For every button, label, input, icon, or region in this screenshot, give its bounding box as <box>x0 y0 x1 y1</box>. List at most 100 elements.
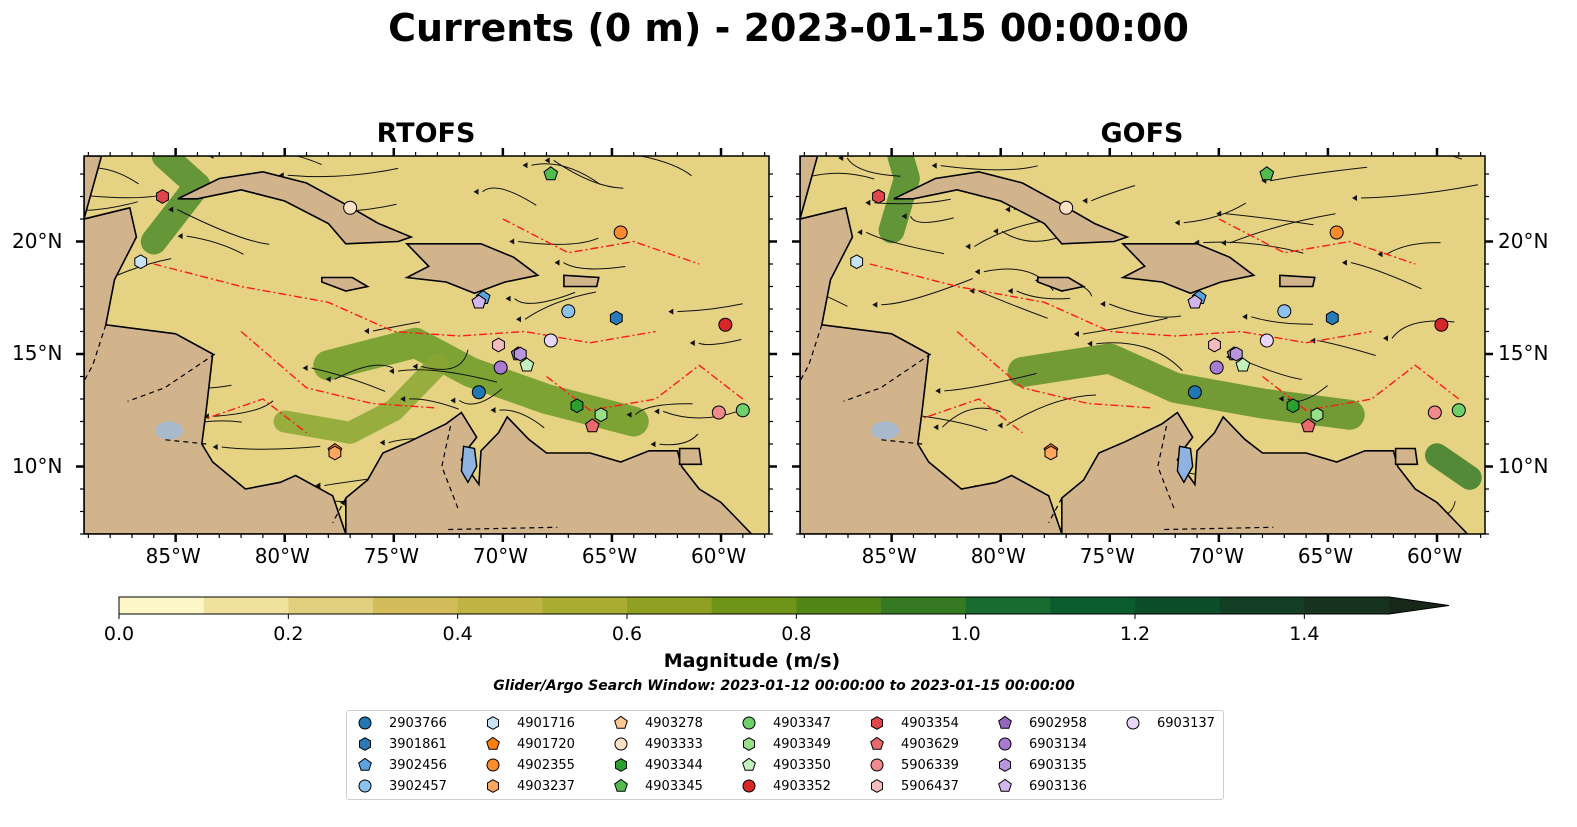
streamline-arrow <box>412 363 418 370</box>
x-tick-label: 80°W <box>970 544 1026 568</box>
streamline <box>1360 184 1478 199</box>
streamline-arrow <box>1352 195 1357 201</box>
streamline-arrow <box>1100 301 1106 307</box>
float-marker-5906437 <box>492 337 505 353</box>
legend-label: 4903333 <box>645 736 703 752</box>
streamline-arrow <box>1033 537 1038 543</box>
streamline-arrow <box>1005 206 1011 213</box>
legend-label: 4903350 <box>773 757 831 773</box>
streamline-arrow <box>12 373 17 379</box>
streamline-arrow <box>379 439 385 446</box>
float-marker-2903766 <box>1187 385 1202 400</box>
float-marker-3901861 <box>609 310 623 326</box>
hexagon-marker-icon <box>487 716 499 730</box>
legend-label: 3901861 <box>389 736 447 752</box>
streamline <box>84 397 89 401</box>
country-border <box>800 324 823 382</box>
legend-item: 4903344 <box>613 757 703 773</box>
current-band <box>140 156 211 255</box>
streamline <box>514 291 576 304</box>
streamline-arrow <box>315 482 321 489</box>
hexagon-marker-icon <box>743 737 755 751</box>
landmass <box>345 411 753 534</box>
float-marker-5906339 <box>1427 405 1442 420</box>
map-panels <box>12 119 1493 543</box>
panel-title-gofs: GOFS <box>1100 118 1184 149</box>
streamline-arrow <box>400 396 406 402</box>
streamline-arrow <box>931 162 937 169</box>
float-marker-4903237 <box>1044 445 1058 461</box>
x-tick-label: 65°W <box>1297 544 1354 568</box>
pentagon-marker-icon <box>742 757 756 771</box>
streamline <box>663 410 739 419</box>
pentagon-marker-icon <box>614 778 628 792</box>
hexagon-marker-icon <box>871 716 883 730</box>
colorbar-segment <box>542 597 628 614</box>
map-panel-gofs <box>792 119 1493 543</box>
legend-item: 4903350 <box>741 757 831 773</box>
country-border <box>1048 497 1063 524</box>
legend-label: 3902457 <box>389 778 447 794</box>
streamline-arrow <box>689 340 695 346</box>
streamline-arrow <box>64 191 69 197</box>
landmass <box>1061 411 1469 534</box>
streamline-arrow <box>364 328 369 334</box>
streamline <box>563 262 626 270</box>
legend-item: 4901720 <box>485 736 575 752</box>
float-marker-4903333 <box>343 200 358 215</box>
legend-item: 4903347 <box>741 715 831 731</box>
landmass <box>404 243 540 295</box>
streamline <box>1386 242 1441 255</box>
colorbar-segment <box>373 597 459 614</box>
legend-item: 6903134 <box>997 736 1087 752</box>
colorbar-segment <box>1304 597 1390 614</box>
streamline-arrow <box>993 228 999 235</box>
lake-nicaragua <box>871 421 900 440</box>
eez-boundary <box>502 218 700 265</box>
streamline-arrow <box>1007 288 1013 294</box>
eez-boundary <box>240 330 438 409</box>
circle-marker-icon <box>870 758 884 772</box>
landmass <box>1120 243 1256 295</box>
float-marker-4903345 <box>543 166 559 181</box>
streamline-arrow <box>650 441 656 448</box>
streamline-arrow <box>1074 331 1079 337</box>
eez-boundary <box>1262 364 1460 412</box>
x-tick-label: 70°W <box>472 544 529 568</box>
streamline-arrow <box>516 316 521 323</box>
streamline <box>409 398 459 410</box>
streamline-arrow <box>389 368 394 375</box>
float-marker-4903344 <box>570 398 584 414</box>
float-marker-6903134 <box>493 360 508 375</box>
streamline <box>212 400 274 417</box>
streamline-arrow <box>933 424 939 431</box>
country-border <box>1164 526 1274 531</box>
lake-nicaragua <box>155 421 184 440</box>
eez-boundary <box>913 398 1023 434</box>
legend-item: 4903333 <box>613 736 703 752</box>
streamline <box>1350 262 1422 290</box>
streamline-arrow <box>1174 219 1180 226</box>
country-border <box>878 438 923 445</box>
streamline <box>874 198 951 205</box>
landmass <box>177 170 414 245</box>
float-marker-4903629 <box>1300 418 1316 433</box>
streamline <box>1251 316 1314 325</box>
colorbar-tick-label: 1.4 <box>1289 623 1320 645</box>
legend-label: 6903135 <box>1029 757 1087 773</box>
y-tick-label: 20°N <box>12 228 63 253</box>
country-border <box>162 438 207 445</box>
country-border <box>1157 425 1176 512</box>
float-marker-4903354 <box>156 189 169 204</box>
float-marker-4902355 <box>1329 225 1344 240</box>
streamline <box>459 388 503 405</box>
streamline-arrow <box>1221 239 1226 246</box>
colorbar-tick-label: 1.0 <box>950 623 981 645</box>
legend-item: 6902958 <box>997 715 1087 731</box>
x-tick-label: 60°W <box>691 544 747 568</box>
streamline-arrow <box>1359 119 1364 125</box>
streamline-arrow <box>1278 395 1284 402</box>
streamline <box>910 215 954 223</box>
streamline <box>372 321 420 332</box>
legend-label: 4903347 <box>773 715 831 731</box>
